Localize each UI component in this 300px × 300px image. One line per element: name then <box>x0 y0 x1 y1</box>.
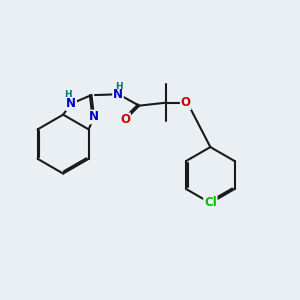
Text: O: O <box>181 96 191 109</box>
Text: N: N <box>66 97 76 110</box>
Text: H: H <box>116 82 123 91</box>
Text: O: O <box>120 113 130 126</box>
Text: N: N <box>89 110 99 124</box>
Text: N: N <box>113 88 123 101</box>
Text: Cl: Cl <box>204 196 217 209</box>
Text: H: H <box>64 90 72 99</box>
